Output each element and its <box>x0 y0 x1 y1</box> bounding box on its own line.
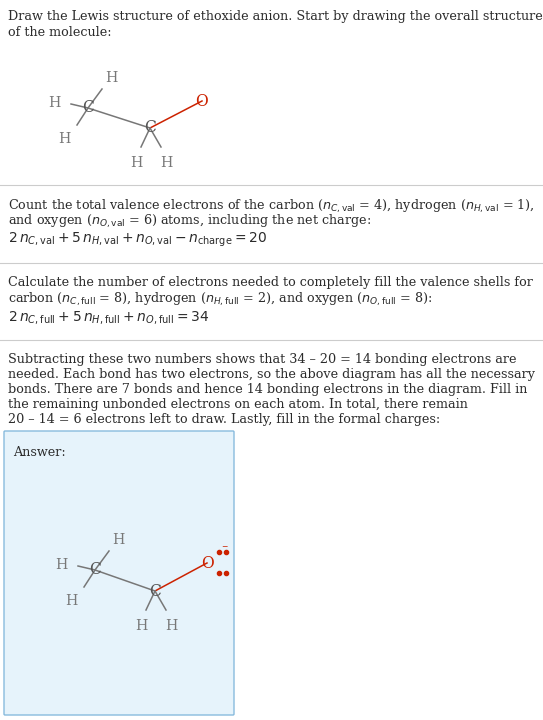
Text: $2\,n_{C,\mathrm{full}} + 5\,n_{H,\mathrm{full}} + n_{O,\mathrm{full}} = 34$: $2\,n_{C,\mathrm{full}} + 5\,n_{H,\mathr… <box>8 309 209 326</box>
Text: Answer:: Answer: <box>13 446 66 459</box>
Text: carbon ($n_{C,\mathrm{full}}$ = 8), hydrogen ($n_{H,\mathrm{full}}$ = 2), and ox: carbon ($n_{C,\mathrm{full}}$ = 8), hydr… <box>8 291 432 308</box>
Text: H: H <box>49 96 61 110</box>
Text: H: H <box>112 533 124 547</box>
Text: O: O <box>200 554 213 572</box>
Text: needed. Each bond has two electrons, so the above diagram has all the necessary: needed. Each bond has two electrons, so … <box>8 368 535 381</box>
Text: H: H <box>59 132 71 146</box>
Text: H: H <box>55 558 68 572</box>
Text: of the molecule:: of the molecule: <box>8 26 112 39</box>
Text: and oxygen ($n_{O,\mathrm{val}}$ = 6) atoms, including the net charge:: and oxygen ($n_{O,\mathrm{val}}$ = 6) at… <box>8 213 371 230</box>
Text: H: H <box>130 156 142 170</box>
Text: C: C <box>144 120 156 137</box>
Text: C: C <box>82 99 94 117</box>
Text: C: C <box>89 562 101 578</box>
Text: the remaining unbonded electrons on each atom. In total, there remain: the remaining unbonded electrons on each… <box>8 398 468 411</box>
Text: bonds. There are 7 bonds and hence 14 bonding electrons in the diagram. Fill in: bonds. There are 7 bonds and hence 14 bo… <box>8 383 527 396</box>
Text: C: C <box>149 582 161 600</box>
Text: $2\,n_{C,\mathrm{val}} + 5\,n_{H,\mathrm{val}} + n_{O,\mathrm{val}} - n_{\mathrm: $2\,n_{C,\mathrm{val}} + 5\,n_{H,\mathrm… <box>8 231 267 249</box>
Text: O: O <box>195 92 209 109</box>
Text: H: H <box>160 156 172 170</box>
Text: H: H <box>135 619 147 633</box>
Text: Count the total valence electrons of the carbon ($n_{C,\mathrm{val}}$ = 4), hydr: Count the total valence electrons of the… <box>8 198 535 215</box>
Text: Calculate the number of electrons needed to completely fill the valence shells f: Calculate the number of electrons needed… <box>8 276 533 289</box>
Text: H: H <box>66 594 78 608</box>
Text: Subtracting these two numbers shows that 34 – 20 = 14 bonding electrons are: Subtracting these two numbers shows that… <box>8 353 516 366</box>
Text: $^{-}$: $^{-}$ <box>221 544 229 554</box>
FancyBboxPatch shape <box>4 431 234 715</box>
Text: Draw the Lewis structure of ethoxide anion. Start by drawing the overall structu: Draw the Lewis structure of ethoxide ani… <box>8 10 543 23</box>
Text: H: H <box>105 71 117 85</box>
Text: 20 – 14 = 6 electrons left to draw. Lastly, fill in the formal charges:: 20 – 14 = 6 electrons left to draw. Last… <box>8 413 440 426</box>
Text: H: H <box>165 619 177 633</box>
